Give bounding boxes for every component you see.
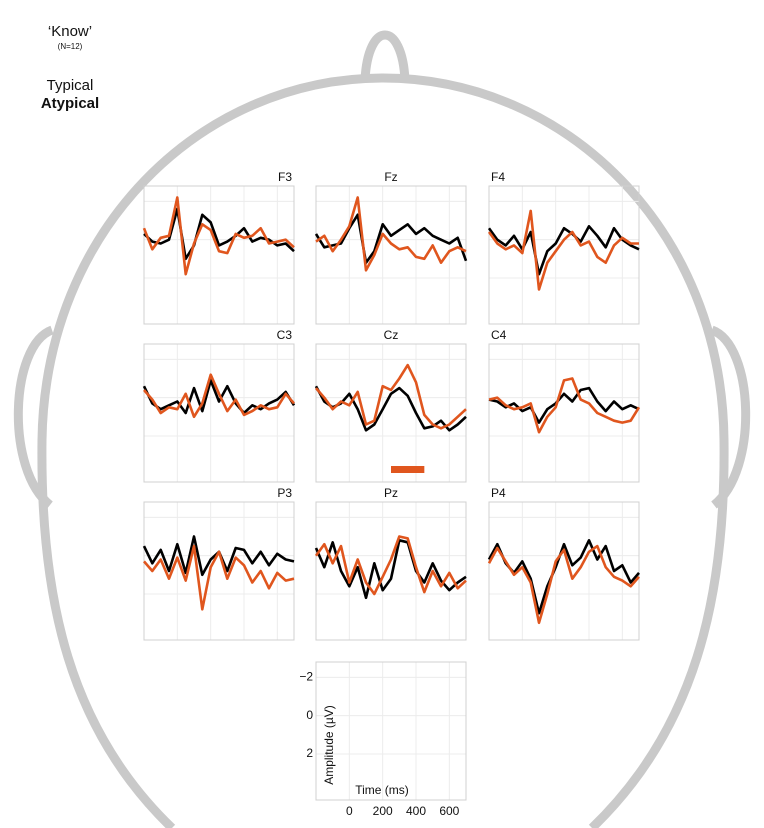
panel-frame (316, 502, 466, 640)
erp-line (489, 226, 639, 274)
y-tick-label: 0 (306, 708, 313, 722)
erp-line (316, 386, 466, 430)
panel-frame (489, 344, 639, 482)
erp-line (316, 215, 466, 263)
panel-frame (316, 344, 466, 482)
subtitle: (N=12) (58, 42, 83, 51)
page: {"chart_data": {"type": "line", "title":… (0, 0, 764, 828)
legend-label: Typical (47, 77, 94, 94)
x-axis-label: Time (ms) (355, 783, 409, 797)
panel-frame (144, 344, 294, 482)
erp-line (144, 198, 294, 275)
y-axis-label: Amplitude (µV) (322, 705, 336, 785)
x-tick-label: 0 (346, 804, 353, 818)
electrode-label: Pz (384, 486, 398, 500)
panel-frame (316, 186, 466, 324)
electrode-label: C3 (277, 328, 293, 342)
chart: ‘Know’ (N=12) TypicalAtypical F3 Fz F4 C3 Cz C… (0, 0, 764, 828)
erp-line (489, 388, 639, 423)
x-tick-label: 200 (373, 804, 393, 818)
erp-line (489, 546, 639, 623)
electrode-label: Fz (384, 170, 397, 184)
electrode-label: C4 (491, 328, 507, 342)
electrode-label: P4 (491, 486, 506, 500)
y-tick-label: 2 (306, 746, 313, 760)
head-outline (18, 35, 745, 828)
electrode-label: Cz (384, 328, 399, 342)
legend-label: Atypical (41, 95, 99, 112)
x-tick-label: 600 (439, 804, 459, 818)
significance-bar (391, 466, 424, 473)
electrode-label: F4 (491, 170, 505, 184)
panel-frame (316, 662, 466, 800)
electrode-label: P3 (277, 486, 292, 500)
title: ‘Know’ (48, 23, 92, 40)
erp-line (316, 365, 466, 428)
panel-frame (144, 186, 294, 324)
electrode-label: F3 (278, 170, 292, 184)
erp-line (144, 375, 294, 417)
panel-frame (489, 186, 639, 324)
x-tick-label: 400 (406, 804, 426, 818)
y-tick-label: −2 (299, 670, 313, 684)
